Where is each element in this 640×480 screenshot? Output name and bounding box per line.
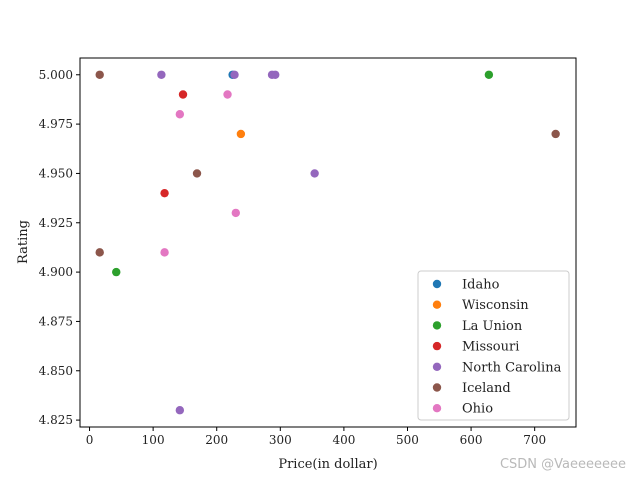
legend-label: Missouri [462,340,519,355]
x-tick-label: 400 [332,433,355,447]
data-point [95,70,104,79]
data-point [236,129,246,139]
y-tick-label: 4.825 [39,413,73,427]
y-tick-label: 4.950 [39,166,73,180]
legend-label: La Union [462,319,523,334]
x-tick-label: 200 [205,433,228,447]
x-tick-label: 100 [142,433,165,447]
data-point [223,90,232,99]
legend-marker [432,321,442,330]
data-point [157,70,166,79]
data-point [160,248,169,257]
legend-marker [432,279,442,289]
legend-marker [432,404,442,413]
data-point [175,406,185,415]
legend-label: Wisconsin [462,298,529,313]
data-point [178,90,188,99]
y-tick-label: 4.875 [39,314,73,328]
legend-label: Ohio [462,402,493,417]
watermark: CSDN @Vaeeeeeee [499,457,626,472]
legend-frame [417,270,570,421]
y-axis: 4.825 4.850 4.875 4.900 4.925 4.950 4.975 5.000 [39,68,80,427]
data-point [160,188,169,198]
x-tick-label: 500 [396,433,419,447]
data-point [271,70,280,79]
legend-marker [432,383,442,392]
legend-marker [432,362,442,371]
legend-marker [432,341,442,351]
x-tick-label: 0 [86,433,94,447]
legend-label: Idaho [462,278,500,293]
data-point [551,129,560,139]
data-point [484,70,494,79]
legend: Idaho Wisconsin La Union Missouri North Caro… [417,270,570,421]
x-tick-label: 700 [523,433,546,447]
y-axis-label: Rating [16,220,31,264]
y-tick-label: 4.975 [39,117,73,131]
legend-label: North Carolina [462,360,562,375]
data-point [175,110,185,119]
data-point [95,248,104,257]
x-tick-label: 600 [460,433,483,447]
plot-frame [79,57,577,428]
data-point [310,169,319,178]
y-tick-label: 4.925 [39,216,73,230]
data-point [192,169,202,178]
legend-label: Iceland [462,381,511,396]
x-axis-label: Price(in dollar) [278,457,377,472]
data-point [112,267,121,277]
data-point [230,70,239,79]
y-tick-label: 4.900 [39,265,73,279]
y-tick-label: 5.000 [39,68,73,82]
x-tick-label: 300 [269,433,292,447]
y-tick-label: 4.850 [39,364,73,378]
points-layer [95,70,560,415]
x-axis: 0 100 200 300 400 500 600 700 [86,427,546,447]
data-point [231,208,240,218]
legend-marker [432,300,442,309]
